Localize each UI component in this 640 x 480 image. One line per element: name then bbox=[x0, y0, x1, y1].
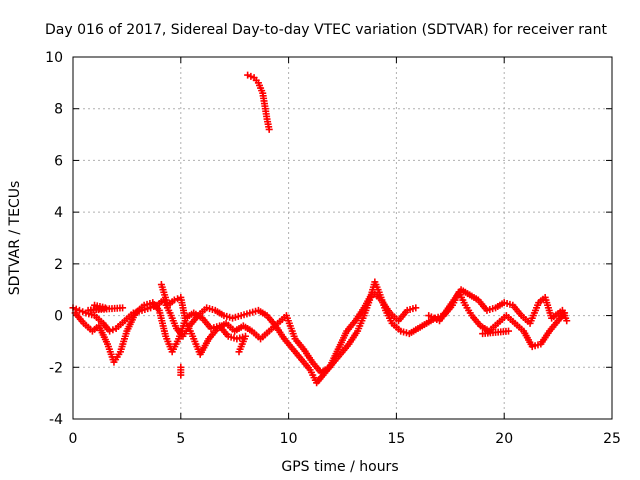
y-tick-label: 10 bbox=[45, 50, 63, 66]
series-track-c bbox=[244, 72, 273, 133]
y-tick-label: 6 bbox=[54, 153, 63, 169]
series-track-d bbox=[85, 281, 571, 379]
x-tick-label: 5 bbox=[176, 431, 185, 447]
y-tick-label: -2 bbox=[49, 360, 63, 376]
series-track-b bbox=[72, 289, 420, 376]
y-tick-label: 8 bbox=[54, 102, 63, 118]
data-points bbox=[70, 72, 571, 387]
chart-title: Day 016 of 2017, Sidereal Day-to-day VTE… bbox=[45, 22, 607, 38]
sdtvar-chart: Day 016 of 2017, Sidereal Day-to-day VTE… bbox=[0, 0, 640, 480]
plot-frame bbox=[73, 57, 612, 419]
y-axis-label: SDTVAR / TECUs bbox=[7, 181, 23, 296]
grid-lines bbox=[73, 57, 612, 419]
x-tick-label: 20 bbox=[495, 431, 513, 447]
x-tick-label: 25 bbox=[603, 431, 621, 447]
x-axis-label: GPS time / hours bbox=[281, 459, 398, 475]
y-tick-label: 2 bbox=[54, 257, 63, 273]
y-tick-label: -4 bbox=[49, 412, 63, 428]
y-tick-label: 0 bbox=[54, 309, 63, 325]
axis-ticks: 0 5 10 15 20 25 -4 -2 0 2 4 6 8 10 bbox=[45, 50, 621, 447]
x-tick-label: 0 bbox=[69, 431, 78, 447]
x-tick-label: 10 bbox=[280, 431, 298, 447]
y-tick-label: 4 bbox=[54, 205, 63, 221]
x-tick-label: 15 bbox=[387, 431, 405, 447]
